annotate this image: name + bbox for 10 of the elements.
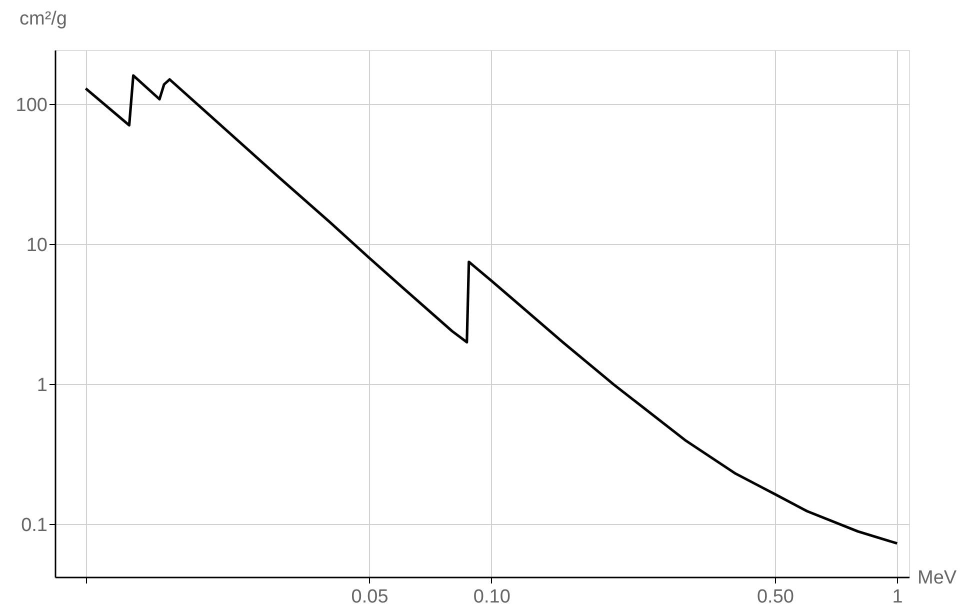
x-tick-label: 0.50 — [756, 586, 794, 607]
y-axis-title: cm²/g — [20, 8, 67, 30]
y-tick-label: 100 — [16, 94, 48, 116]
y-tick-label: 0.1 — [21, 514, 48, 536]
x-tick-label: 0.05 — [351, 586, 388, 607]
x-tick-label: 0.10 — [473, 586, 510, 607]
x-tick-label: 1 — [892, 586, 903, 607]
x-axis-title: MeV — [918, 568, 957, 588]
y-tick-label: 10 — [26, 234, 48, 256]
y-tick-label: 1 — [36, 374, 48, 396]
